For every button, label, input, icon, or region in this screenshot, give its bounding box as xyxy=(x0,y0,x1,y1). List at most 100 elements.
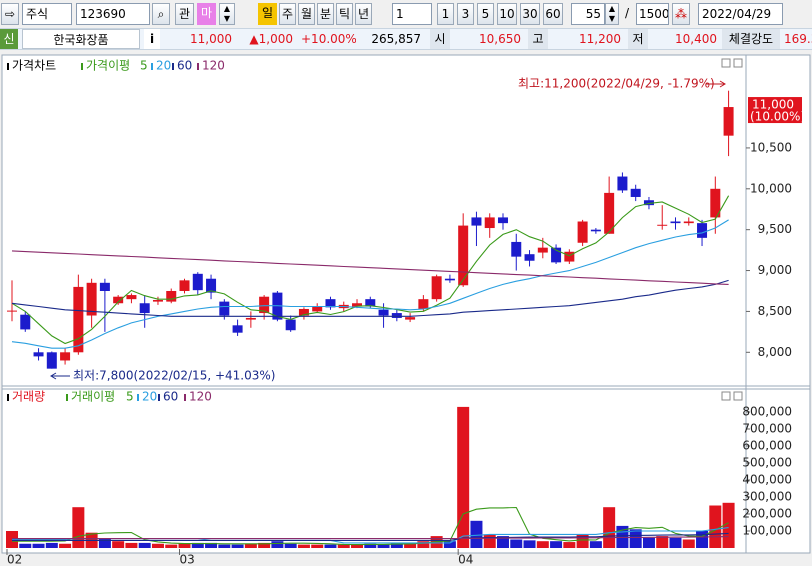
moving-average xyxy=(11,219,729,349)
candle-body xyxy=(590,229,601,232)
candle-body xyxy=(113,296,124,304)
current-price-label: 11,000 xyxy=(752,98,794,112)
annotation-arrow xyxy=(50,372,57,380)
candle-body xyxy=(192,273,203,291)
period-button[interactable]: 월 xyxy=(298,3,315,25)
y-tick-label: 800,000 xyxy=(742,405,792,419)
candle-body xyxy=(564,251,575,262)
candle-body xyxy=(643,200,654,206)
volume-bar xyxy=(32,543,45,548)
candle-body xyxy=(577,221,588,243)
spinner[interactable]: ▲ ▼ xyxy=(219,3,235,25)
minute-button[interactable]: 1 xyxy=(437,3,454,25)
volume-bar xyxy=(351,544,364,548)
annotation-arrow xyxy=(719,80,726,88)
y-tick-label: 10,000 xyxy=(750,181,792,195)
volume-bar xyxy=(563,542,576,548)
legend-marker xyxy=(172,63,174,70)
y-tick-label: 400,000 xyxy=(742,473,792,487)
spinner[interactable]: ▲ ▼ xyxy=(605,3,619,25)
volume-bar xyxy=(271,541,284,548)
candle-body xyxy=(511,241,522,257)
volume-bar xyxy=(364,543,377,548)
total-input: 1500 xyxy=(636,3,669,25)
period-button[interactable]: 틱 xyxy=(336,3,353,25)
volume-bar xyxy=(138,542,151,548)
interval-select[interactable]: 1 xyxy=(392,3,432,25)
legend-ma-label: 가격이평 xyxy=(86,59,130,73)
volume-bar xyxy=(589,541,602,548)
volume-bar xyxy=(98,538,111,548)
minute-button[interactable]: 3 xyxy=(457,3,474,25)
candle-body xyxy=(537,247,548,253)
market-select[interactable]: 주식 xyxy=(22,3,72,25)
candle-body xyxy=(245,317,256,320)
legend-ma-label: 거래이평 xyxy=(71,390,115,404)
code-input[interactable]: 123690 xyxy=(76,3,150,25)
volume-bar xyxy=(404,543,417,548)
volume-bar xyxy=(496,536,509,548)
tool-button[interactable]: 마 xyxy=(197,3,216,25)
info-button[interactable]: i xyxy=(144,29,160,49)
panel-icon[interactable] xyxy=(733,391,743,401)
volume-bar xyxy=(125,542,138,548)
volume-bar xyxy=(390,542,403,548)
volume-bar xyxy=(45,542,58,548)
y-tick-label: 8,500 xyxy=(758,304,792,318)
volume-bar xyxy=(696,531,709,548)
panel-icon[interactable] xyxy=(733,58,743,68)
open: 10,650 xyxy=(479,32,521,46)
candle-body xyxy=(312,306,323,312)
legend-label: 120 xyxy=(189,390,212,404)
volume-bar xyxy=(178,543,191,548)
volume-bar xyxy=(443,541,456,548)
settings-icon[interactable]: ⁂ xyxy=(672,3,690,25)
candle-body xyxy=(405,317,416,320)
minute-button[interactable]: 5 xyxy=(477,3,494,25)
tool-button[interactable]: 관 xyxy=(175,3,194,25)
candle-body xyxy=(285,319,296,331)
volume-bar xyxy=(669,537,682,548)
period-button[interactable]: 주 xyxy=(279,3,296,25)
volume-bar xyxy=(470,520,483,548)
legend-marker xyxy=(7,394,9,401)
x-tick-label: 02 xyxy=(7,553,22,566)
legend-marker xyxy=(158,394,160,401)
candle-body xyxy=(325,299,336,308)
candle-body xyxy=(484,217,495,229)
candle-body xyxy=(551,247,562,263)
volume-bar xyxy=(19,543,32,548)
candle-body xyxy=(86,282,97,316)
volume-bar xyxy=(536,541,549,548)
candle-body xyxy=(458,225,469,286)
legend-label: 5 xyxy=(140,59,148,73)
period-button[interactable]: 일 xyxy=(258,3,277,25)
volume-bar xyxy=(324,544,337,548)
legend-marker xyxy=(184,394,186,401)
candle-body xyxy=(617,176,628,191)
candle-body xyxy=(152,299,163,302)
volume-bar xyxy=(218,544,231,548)
volume-bar xyxy=(165,544,178,548)
current-price-change: (10.00%) xyxy=(750,110,805,124)
minute-button[interactable]: 60 xyxy=(543,3,563,25)
legend-marker xyxy=(137,394,139,401)
minute-button[interactable]: 10 xyxy=(497,3,517,25)
date-select[interactable]: 2022/04/29 xyxy=(698,3,783,25)
panel-icon[interactable] xyxy=(721,391,731,401)
candle-body xyxy=(418,299,429,309)
candle-body xyxy=(723,107,734,136)
moving-average xyxy=(11,279,729,317)
count-input[interactable]: 55 xyxy=(571,3,605,25)
minute-button[interactable]: 30 xyxy=(520,3,540,25)
menu-icon[interactable]: ⇨ xyxy=(1,3,19,25)
volume-bar xyxy=(311,544,324,548)
search-button[interactable]: ⌕ xyxy=(152,3,170,25)
period-button[interactable]: 분 xyxy=(317,3,334,25)
panel-icon[interactable] xyxy=(721,58,731,68)
volume-bar xyxy=(523,540,536,548)
candle-body xyxy=(206,278,217,293)
period-button[interactable]: 년 xyxy=(355,3,372,25)
legend-marker xyxy=(81,63,83,70)
moving-average xyxy=(11,195,730,345)
